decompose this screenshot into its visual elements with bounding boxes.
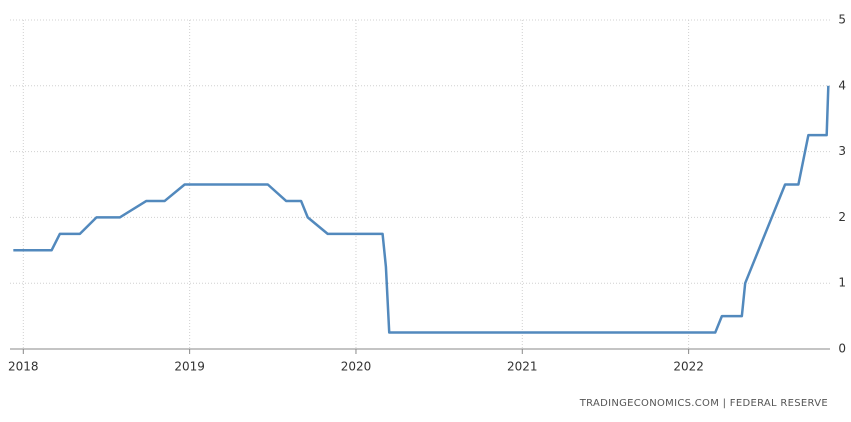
y-tick-label: 2 bbox=[838, 210, 846, 224]
x-tick-label: 2018 bbox=[8, 360, 39, 374]
source-note: TRADINGECONOMICS.COM | FEDERAL RESERVE bbox=[579, 398, 828, 409]
y-tick-label: 1 bbox=[838, 276, 846, 290]
y-tick-label: 4 bbox=[838, 78, 846, 92]
y-tick-label: 5 bbox=[838, 13, 846, 27]
y-tick-label: 0 bbox=[838, 342, 846, 356]
x-tick-label: 2021 bbox=[507, 360, 538, 374]
x-tick-label: 2019 bbox=[174, 360, 205, 374]
y-tick-label: 3 bbox=[838, 144, 846, 158]
x-tick-label: 2020 bbox=[341, 360, 372, 374]
line-series bbox=[13, 85, 830, 334]
x-tick-label: 2022 bbox=[673, 360, 704, 374]
